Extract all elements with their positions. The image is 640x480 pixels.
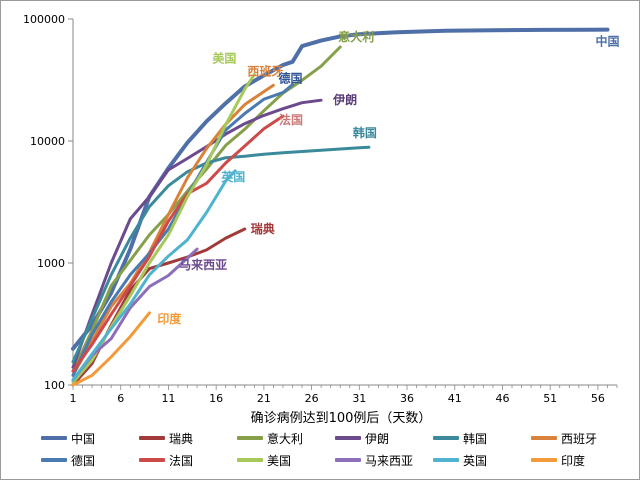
- series-line-伊朗: [71, 98, 323, 369]
- y-tick-label: 100: [44, 379, 65, 392]
- legend-swatch: [41, 436, 67, 440]
- axes: [72, 19, 617, 386]
- series-annotation: 印度: [157, 311, 182, 326]
- series-annotation: 德国: [279, 71, 303, 86]
- series-line-西班牙: [71, 83, 275, 377]
- x-tick-label: 31: [352, 392, 366, 405]
- x-axis-ticks: 1 6 11 16 21 26 31 36 41 46 51 56: [70, 385, 618, 405]
- x-tick-label: 16: [209, 392, 223, 405]
- legend-label: 法国: [169, 453, 194, 468]
- x-axis-label: 确诊病例达到100例后（天数）: [251, 411, 432, 426]
- series-annotation: 韩国: [353, 125, 377, 140]
- y-tick-label: 1000: [37, 257, 65, 270]
- legend-label: 瑞典: [169, 431, 194, 446]
- legend-swatch: [531, 436, 557, 440]
- legend-swatch: [433, 436, 459, 440]
- x-tick-label: 11: [161, 392, 175, 405]
- legend-swatch: [41, 458, 67, 462]
- legend-item: 英国: [433, 451, 487, 469]
- series-line-法国: [71, 114, 285, 373]
- series-line-马来西亚: [71, 247, 199, 382]
- legend-label: 伊朗: [365, 431, 390, 446]
- legend-label: 印度: [561, 453, 586, 468]
- legend-item: 印度: [531, 451, 585, 469]
- series-annotation: 意大利: [338, 29, 374, 44]
- legend-item: 伊朗: [335, 429, 389, 447]
- legend-swatch: [237, 458, 263, 462]
- legend-item: 意大利: [237, 429, 303, 447]
- legend-swatch: [433, 458, 459, 462]
- x-tick-label: 26: [305, 392, 319, 405]
- x-tick-label: 36: [400, 392, 414, 405]
- legend-item: 法国: [139, 451, 193, 469]
- y-tick-label: 10000: [30, 135, 65, 148]
- series-line-英国: [71, 169, 237, 382]
- series-annotation: 西班牙: [247, 63, 283, 78]
- legend-label: 意大利: [267, 431, 304, 446]
- legend-item: 马来西亚: [335, 451, 413, 469]
- series-line-意大利: [71, 45, 342, 373]
- legend-item: 瑞典: [139, 429, 193, 447]
- legend-swatch: [531, 458, 557, 462]
- x-tick-label: 46: [495, 392, 509, 405]
- x-tick-label: 21: [257, 392, 271, 405]
- legend-item: 美国: [237, 451, 291, 469]
- legend-swatch: [237, 436, 263, 440]
- legend-item: 德国: [41, 451, 95, 469]
- y-axis-ticks: 100 1000 10000 100000: [23, 13, 73, 392]
- legend-label: 马来西亚: [365, 453, 414, 468]
- legend-label: 西班牙: [561, 431, 598, 446]
- legend-item: 西班牙: [531, 429, 597, 447]
- series-annotation: 马来西亚: [179, 257, 227, 272]
- legend-label: 中国: [71, 431, 96, 446]
- series-annotation: 伊朗: [332, 92, 357, 107]
- legend-label: 美国: [267, 453, 292, 468]
- x-tick-label: 1: [70, 392, 77, 405]
- series-annotation: 法国: [279, 112, 303, 127]
- legend-label: 韩国: [463, 431, 488, 446]
- legend-swatch: [335, 458, 361, 462]
- x-tick-label: 6: [117, 392, 124, 405]
- series-annotation: 中国: [595, 34, 619, 49]
- legend-swatch: [139, 436, 165, 440]
- legend-item: 中国: [41, 429, 95, 447]
- series-line-印度: [71, 311, 151, 387]
- y-tick-label: 100000: [23, 13, 65, 26]
- series-lines: [71, 27, 610, 387]
- legend-item: 韩国: [433, 429, 487, 447]
- x-tick-label: 41: [448, 392, 462, 405]
- x-tick-label: 51: [543, 392, 557, 405]
- series-annotation: 美国: [212, 51, 236, 66]
- series-line-韩国: [71, 145, 371, 364]
- legend-label: 英国: [463, 453, 488, 468]
- series-annotation: 瑞典: [251, 221, 275, 236]
- legend-swatch: [335, 436, 361, 440]
- series-annotation: 英国: [221, 169, 245, 184]
- legend-swatch: [139, 458, 165, 462]
- series-line-中国: [71, 27, 610, 351]
- x-tick-label: 56: [591, 392, 605, 405]
- legend-label: 德国: [71, 453, 96, 468]
